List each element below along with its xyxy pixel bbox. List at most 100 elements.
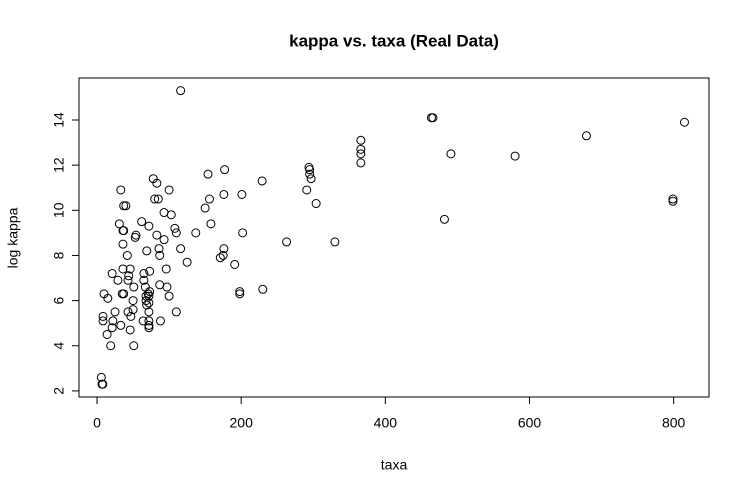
point [446, 149, 456, 159]
point [98, 316, 108, 326]
point [119, 226, 129, 236]
point [113, 275, 123, 285]
point [356, 135, 366, 145]
point [204, 194, 214, 204]
point [171, 307, 181, 317]
point [139, 269, 149, 279]
x-tick-label: 400 [374, 415, 398, 431]
point [219, 244, 229, 254]
point [164, 185, 174, 195]
point [220, 165, 230, 175]
point [145, 287, 155, 297]
point [116, 320, 126, 330]
point [581, 131, 591, 141]
point [176, 86, 186, 96]
point [206, 219, 216, 229]
point [107, 323, 117, 333]
y-tick-label: 14 [51, 112, 67, 128]
point [128, 305, 138, 315]
y-tick-label: 12 [51, 157, 67, 173]
point [144, 316, 154, 326]
y-axis-label: log kappa [5, 207, 21, 268]
point [144, 323, 154, 333]
x-tick-label: 0 [93, 415, 101, 431]
point [96, 372, 106, 382]
point [128, 296, 138, 306]
point [356, 149, 366, 159]
point [162, 282, 172, 292]
point [123, 275, 133, 285]
point [126, 311, 136, 321]
point [191, 228, 201, 238]
point [107, 269, 117, 279]
point [152, 230, 162, 240]
point [219, 189, 229, 199]
point [114, 219, 124, 229]
point [98, 311, 108, 321]
y-tick-label: 6 [51, 296, 67, 304]
point [145, 266, 155, 276]
point [182, 257, 192, 267]
point [154, 244, 164, 254]
point [356, 144, 366, 154]
point [129, 341, 139, 351]
point [302, 185, 312, 195]
point [305, 165, 315, 175]
point [305, 169, 315, 179]
point [155, 316, 165, 326]
point [142, 246, 152, 256]
point [110, 307, 120, 317]
point [237, 189, 247, 199]
point [103, 293, 113, 303]
x-tick-label: 800 [662, 415, 686, 431]
point [153, 194, 163, 204]
point [218, 250, 228, 260]
point [108, 316, 118, 326]
point [257, 176, 267, 186]
point [138, 316, 148, 326]
point [119, 289, 129, 299]
y-tick-label: 4 [51, 342, 67, 350]
point [215, 253, 225, 263]
point [176, 244, 186, 254]
x-axis-label: taxa [381, 457, 408, 473]
x-tick-label: 600 [518, 415, 542, 431]
point [152, 178, 162, 188]
point [356, 158, 366, 168]
point [122, 250, 132, 260]
point [144, 307, 154, 317]
plot-frame [78, 77, 710, 398]
point [235, 287, 245, 297]
point [139, 275, 149, 285]
point [161, 264, 171, 274]
point [679, 117, 689, 127]
point [119, 201, 129, 211]
point [203, 169, 213, 179]
point [155, 250, 165, 260]
point [311, 199, 321, 209]
point [118, 264, 128, 274]
point [171, 228, 181, 238]
point [142, 300, 152, 310]
point [137, 217, 147, 227]
point [116, 185, 126, 195]
point [235, 289, 245, 299]
point [330, 237, 340, 247]
point [200, 203, 210, 213]
point [668, 194, 678, 204]
point [306, 174, 316, 184]
point [159, 235, 169, 245]
point [144, 221, 154, 231]
point [129, 282, 139, 292]
point [150, 194, 160, 204]
point [141, 296, 151, 306]
point [118, 239, 128, 249]
point [125, 325, 135, 335]
point [125, 264, 135, 274]
point [98, 379, 108, 389]
x-tick-label: 200 [230, 415, 254, 431]
y-tick-label: 10 [51, 202, 67, 218]
point [428, 113, 438, 123]
point [121, 201, 131, 211]
point [144, 298, 154, 308]
